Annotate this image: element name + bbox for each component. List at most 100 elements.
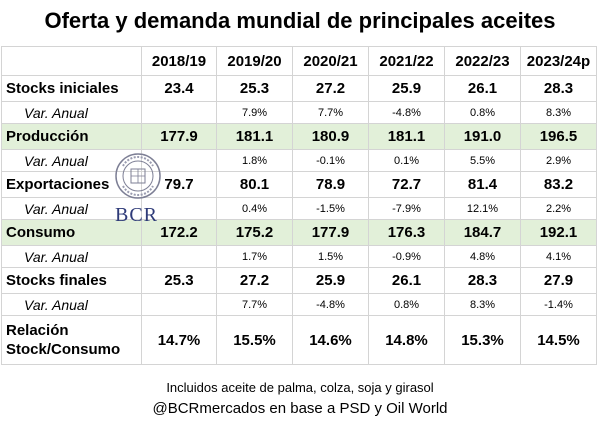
table-cell: 78.9	[292, 171, 369, 198]
source-note: @BCRmercados en base a PSD y Oil World	[152, 400, 448, 417]
table-cell: 27.2	[216, 267, 293, 294]
table-row: Var. Anual 1.8% -0.1% 0.1% 5.5% 2.9%	[1, 149, 597, 172]
table-cell: -0.9%	[368, 245, 445, 268]
table-cell: 175.2	[216, 219, 293, 246]
row-label: Var. Anual	[1, 293, 142, 316]
table-cell: 15.3%	[444, 315, 521, 365]
table-cell: 26.1	[444, 75, 521, 102]
table-cell: 1.8%	[216, 149, 293, 172]
table-row: Var. Anual 1.7% 1.5% -0.9% 4.8% 4.1%	[1, 245, 597, 268]
table-cell: 2.2%	[520, 197, 597, 220]
chart-title: Oferta y demanda mundial de principales …	[44, 8, 556, 33]
table-cell: -7.9%	[368, 197, 445, 220]
table-cell: 14.7%	[141, 315, 217, 365]
table-cell: 83.2	[520, 171, 597, 198]
table-cell: 181.1	[216, 123, 293, 150]
table-cell: 181.1	[368, 123, 445, 150]
table-cell	[141, 101, 217, 124]
table-row: Stocks finales 25.3 27.2 25.9 26.1 28.3 27.9	[1, 267, 597, 294]
row-label: Stocks finales	[1, 267, 142, 294]
table-row: Var. Anual 7.7% -4.8% 0.8% 8.3% -1.4%	[1, 293, 597, 316]
table-cell: -4.8%	[292, 293, 369, 316]
table-cell: 0.1%	[368, 149, 445, 172]
table-cell: 0.8%	[368, 293, 445, 316]
bcr-seal-icon	[115, 153, 161, 199]
table-cell: 184.7	[444, 219, 521, 246]
header-corner	[1, 46, 142, 76]
table-body: Stocks iniciales 23.4 25.3 27.2 25.9 26.1 28.3…	[1, 75, 597, 365]
table-cell: 81.4	[444, 171, 521, 198]
header-row: 2018/19 2019/20 2020/21 2021/22 2022/23 2023/…	[1, 46, 597, 76]
table-cell: 14.6%	[292, 315, 369, 365]
table-cell: 0.4%	[216, 197, 293, 220]
column-header: 2022/23	[444, 46, 521, 76]
table-cell: 25.9	[368, 75, 445, 102]
table-cell: 177.9	[141, 123, 217, 150]
table-cell: 8.3%	[444, 293, 521, 316]
table-cell: 7.7%	[216, 293, 293, 316]
table-cell	[141, 245, 217, 268]
table-row: Consumo 172.2 175.2 177.9 176.3 184.7 192.1	[1, 219, 597, 246]
table-row: Var. Anual 0.4% -1.5% -7.9% 12.1% 2.2%	[1, 197, 597, 220]
table-row: Relación Stock/Consumo 14.7% 15.5% 14.6% 14.…	[1, 315, 597, 365]
table-cell: 1.7%	[216, 245, 293, 268]
row-label: Var. Anual	[1, 101, 142, 124]
table-cell: 27.9	[520, 267, 597, 294]
column-header: 2019/20	[216, 46, 293, 76]
table-cell: -4.8%	[368, 101, 445, 124]
table-cell: -0.1%	[292, 149, 369, 172]
table-cell: 25.9	[292, 267, 369, 294]
table-cell: 180.9	[292, 123, 369, 150]
table-cell: 176.3	[368, 219, 445, 246]
table-cell: 15.5%	[216, 315, 293, 365]
row-label: Stocks iniciales	[1, 75, 142, 102]
row-label: Exportaciones	[1, 171, 142, 198]
column-header: 2018/19	[141, 46, 217, 76]
table-cell: 28.3	[444, 267, 521, 294]
table-row: Exportaciones 79.7 80.1 78.9 72.7 81.4 83.2	[1, 171, 597, 198]
table-cell: 23.4	[141, 75, 217, 102]
table-row: Producción 177.9 181.1 180.9 181.1 191.0 196.5	[1, 123, 597, 150]
table-cell: 5.5%	[444, 149, 521, 172]
row-label: Relación Stock/Consumo	[1, 315, 142, 365]
table-cell: 14.5%	[520, 315, 597, 365]
table-cell: 80.1	[216, 171, 293, 198]
footnote: Incluidos aceite de palma, colza, soja y…	[166, 380, 434, 395]
table-cell: 0.8%	[444, 101, 521, 124]
table-cell: 25.3	[141, 267, 217, 294]
table-cell: 14.8%	[368, 315, 445, 365]
table-cell: 196.5	[520, 123, 597, 150]
table-cell: 7.7%	[292, 101, 369, 124]
table-row: Var. Anual 7.9% 7.7% -4.8% 0.8% 8.3%	[1, 101, 597, 124]
table-cell: 26.1	[368, 267, 445, 294]
table-cell: 25.3	[216, 75, 293, 102]
column-header: 2021/22	[368, 46, 445, 76]
table-cell: 72.7	[368, 171, 445, 198]
table-cell: -1.4%	[520, 293, 597, 316]
supply-demand-table: 2018/19 2019/20 2020/21 2021/22 2022/23 2023/…	[1, 46, 597, 365]
table-cell: 12.1%	[444, 197, 521, 220]
column-header: 2023/24p	[520, 46, 597, 76]
row-label: Consumo	[1, 219, 142, 246]
table-cell: 4.8%	[444, 245, 521, 268]
column-header: 2020/21	[292, 46, 369, 76]
table-cell: 172.2	[141, 219, 217, 246]
table-cell: 4.1%	[520, 245, 597, 268]
row-label: Var. Anual	[1, 197, 142, 220]
table-cell: 177.9	[292, 219, 369, 246]
table-cell: 8.3%	[520, 101, 597, 124]
table-cell: 7.9%	[216, 101, 293, 124]
row-label: Producción	[1, 123, 142, 150]
table-cell: 79.7	[141, 171, 217, 198]
table-cell: 1.5%	[292, 245, 369, 268]
table-cell: 28.3	[520, 75, 597, 102]
row-label: Var. Anual	[1, 245, 142, 268]
table-cell: 192.1	[520, 219, 597, 246]
table-cell: 27.2	[292, 75, 369, 102]
table-cell	[141, 293, 217, 316]
table-cell: 191.0	[444, 123, 521, 150]
table-cell: 2.9%	[520, 149, 597, 172]
table-row: Stocks iniciales 23.4 25.3 27.2 25.9 26.1 28.3	[1, 75, 597, 102]
bcr-logo: BCR	[115, 204, 159, 226]
table-cell: -1.5%	[292, 197, 369, 220]
